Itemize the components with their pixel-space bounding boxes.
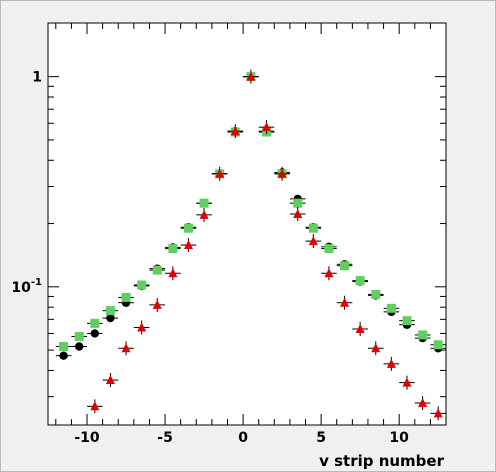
data-point-triangle [230, 126, 240, 136]
tick-labels: -10 -5 0 5 10 10-1 1 [11, 70, 409, 446]
data-marks [55, 69, 446, 421]
data-point-square [137, 280, 147, 290]
axis-ticks [48, 23, 447, 425]
data-point-triangle [371, 343, 381, 353]
x-axis-label: v strip number [319, 452, 444, 470]
data-point-triangle [183, 240, 193, 250]
data-point-triangle [262, 122, 272, 132]
data-point-triangle [199, 209, 209, 219]
data-point-circle [59, 351, 68, 360]
data-point-square [402, 316, 412, 326]
data-point-triangle [152, 299, 162, 309]
data-point-square [340, 261, 350, 271]
data-point-triangle [105, 375, 115, 385]
data-point-triangle [433, 408, 443, 418]
data-point-triangle [137, 322, 147, 332]
x-tick-label: -10 [74, 430, 100, 446]
data-point-square [152, 265, 162, 275]
data-point-triangle [121, 343, 131, 353]
data-point-square [324, 244, 334, 254]
data-point-square [74, 332, 84, 342]
data-point-square [386, 303, 396, 313]
data-point-triangle [168, 268, 178, 278]
data-point-square [433, 340, 443, 350]
data-point-square [59, 341, 69, 351]
data-point-triangle [90, 401, 100, 411]
data-point-triangle [293, 209, 303, 219]
data-point-square [183, 223, 193, 233]
data-point-square [90, 318, 100, 328]
x-tick-label: 5 [316, 430, 326, 446]
data-point-square [199, 198, 209, 208]
data-point-triangle [340, 297, 350, 307]
data-point-square [371, 289, 381, 299]
y-tick-label: 10-1 [11, 277, 42, 296]
x-tick-label: -5 [157, 430, 173, 446]
data-point-square [355, 276, 365, 286]
data-point-square [293, 198, 303, 208]
data-point-triangle [355, 323, 365, 333]
data-point-square [105, 306, 115, 316]
data-point-circle [106, 313, 115, 323]
data-point-triangle [402, 377, 412, 387]
data-point-triangle [308, 236, 318, 246]
x-tick-label: 0 [238, 430, 248, 446]
data-point-triangle [324, 268, 334, 278]
data-point-square [418, 330, 428, 340]
data-point-circle [90, 329, 100, 338]
data-point-square [308, 223, 318, 233]
data-point-triangle [386, 358, 396, 368]
data-point-square [168, 244, 178, 254]
data-point-triangle [418, 397, 428, 407]
data-point-circle [75, 342, 84, 351]
data-point-square [121, 292, 131, 302]
data-point-triangle [277, 168, 287, 178]
x-tick-label: 10 [389, 430, 409, 446]
data-point-triangle [215, 168, 225, 178]
plot-frame [47, 22, 447, 426]
data-point-triangle [246, 71, 256, 81]
y-tick-label: 1 [32, 70, 42, 86]
